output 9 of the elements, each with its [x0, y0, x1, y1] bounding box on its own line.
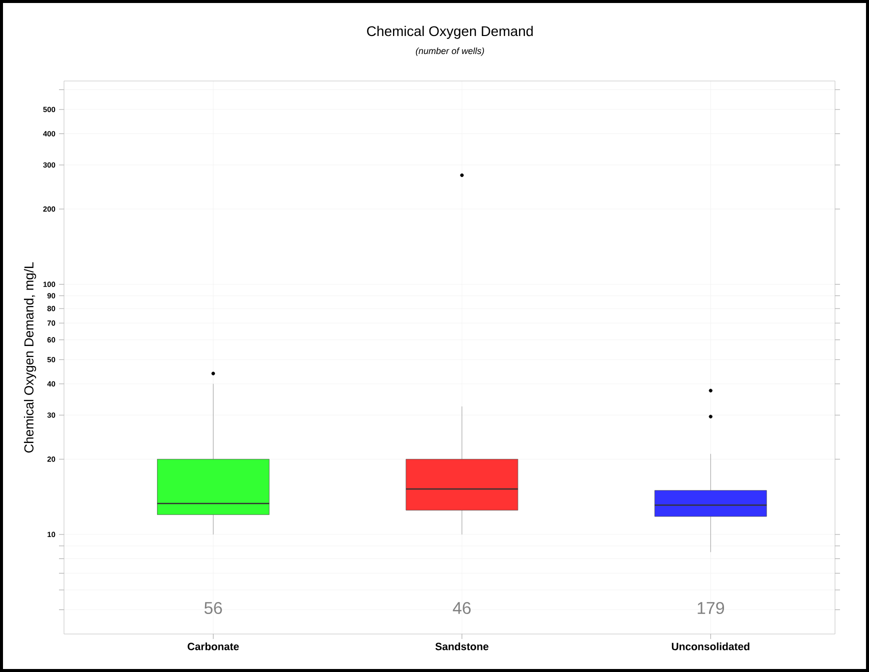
y-axis-title: Chemical Oxygen Demand, mg/L [24, 262, 36, 453]
chart-title: Chemical Oxygen Demand [367, 26, 533, 39]
x-tick-label: Carbonate [188, 642, 239, 650]
chart-subtitle: (number of wells) [416, 47, 484, 56]
annotation: 179 [698, 602, 724, 614]
annotation: 46 [452, 602, 471, 614]
x-tick-label: Sandstone [435, 642, 488, 650]
annotation: 56 [204, 602, 222, 614]
x-tick-label: Unconsolidated [672, 642, 750, 650]
